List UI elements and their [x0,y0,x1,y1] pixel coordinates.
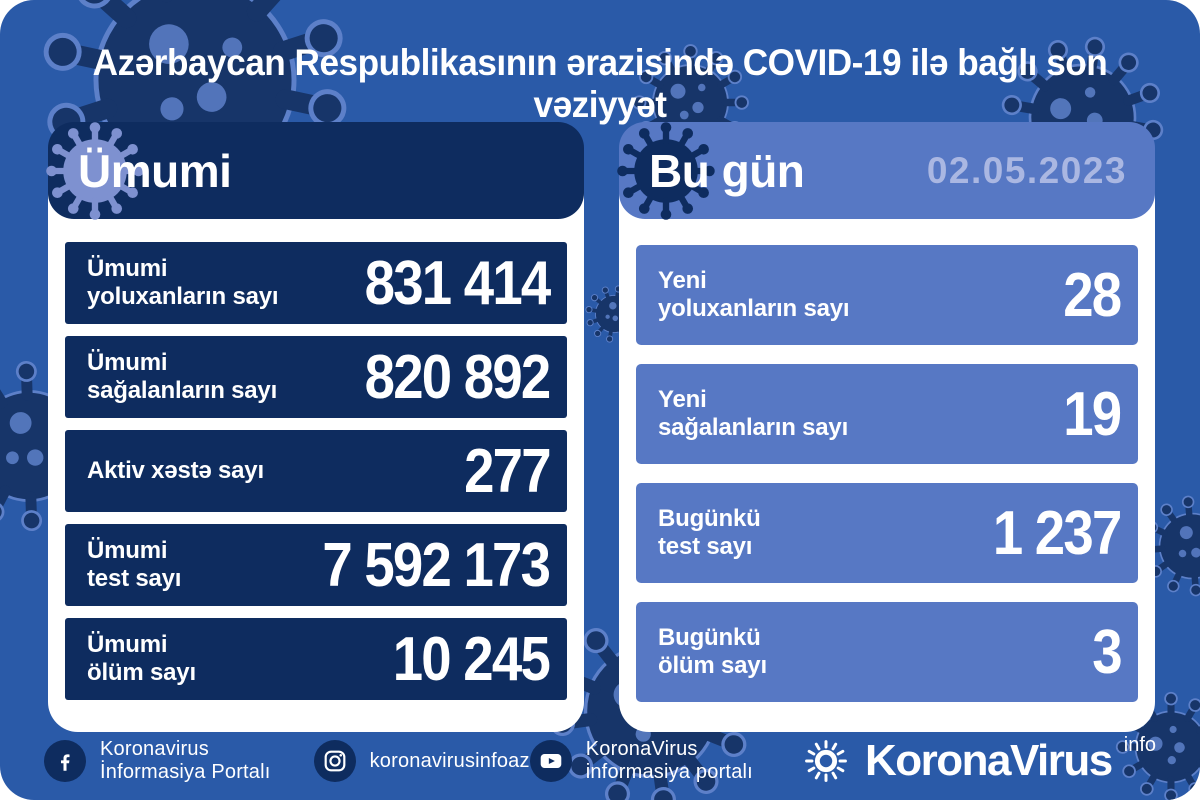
stat-row-new-recovered: Yeni sağalanların sayı 19 [636,364,1138,464]
stat-value: 820 892 [364,342,551,412]
facebook-label: Koronavirus İnformasiya Portalı [100,738,271,783]
stat-value: 28 [1063,260,1122,330]
total-rows: Ümumi yoluxanların sayı 831 414 Ümumi sa… [48,219,584,700]
logo-text: KoronaVirus [865,736,1113,785]
total-card-title: Ümumi [78,144,232,197]
total-stats-card: Ümumi Ümumi yoluxanların sayı 831 414 Üm… [48,122,584,732]
stat-row-today-tests: Bugünkü test sayı 1 237 [636,483,1138,583]
today-card-header: Bu gün 02.05.2023 [619,122,1155,219]
stat-value: 10 245 [393,624,551,694]
logo-superscript: info [1123,734,1156,756]
stat-label: Bugünkü test sayı [658,504,761,560]
facebook-link[interactable]: Koronavirus İnformasiya Portalı [44,738,314,784]
youtube-icon [529,740,572,782]
instagram-icon [313,740,356,782]
instagram-link[interactable]: koronavirusinfoaz [313,740,530,782]
stat-value: 277 [463,436,552,506]
stat-value: 3 [1091,617,1122,687]
page-title: Azərbaycan Respublikasının ərazisində CO… [92,42,1108,125]
youtube-label: KoronaVirus informasiya portalı [585,738,753,783]
total-card-header: Ümumi [48,122,584,219]
report-date: 02.05.2023 [926,149,1127,191]
today-stats-card: Bu gün 02.05.2023 Yeni yoluxanların sayı… [619,122,1155,732]
today-card-title: Bu gün [649,144,805,197]
stat-row-new-infected: Yeni yoluxanların sayı 28 [636,245,1138,345]
koronavirus-logo: KoronaVirus info [799,734,1156,788]
stats-cards: Ümumi Ümumi yoluxanların sayı 831 414 Üm… [48,122,1155,732]
youtube-link[interactable]: KoronaVirus informasiya portalı [529,738,799,784]
stat-row-today-deaths: Bugünkü ölüm sayı 3 [636,602,1138,702]
stat-label: Ümumi sağalanların sayı [87,348,278,404]
stat-label: Yeni yoluxanların sayı [658,266,850,322]
stat-label: Yeni sağalanların sayı [658,385,849,441]
stat-value: 1 237 [992,498,1122,568]
today-rows: Yeni yoluxanların sayı 28 Yeni sağalanla… [619,219,1155,702]
logo-virus-icon [799,734,853,788]
footer: Koronavirus İnformasiya Portalı koronavi… [0,730,1200,792]
stat-label: Ümumi yoluxanların sayı [87,254,279,310]
instagram-label: koronavirusinfoaz [369,749,530,772]
stat-row-active-cases: Aktiv xəstə sayı 277 [65,430,567,512]
stat-value: 7 592 173 [322,530,552,600]
stat-row-total-tests: Ümumi test sayı 7 592 173 [65,524,567,606]
stat-row-total-infected: Ümumi yoluxanların sayı 831 414 [65,242,567,324]
facebook-icon [44,740,86,782]
stat-label: Ümumi test sayı [87,536,182,592]
stat-label: Bugünkü ölüm sayı [658,623,767,679]
stat-label: Ümumi ölüm sayı [87,630,196,686]
stat-row-total-deaths: Ümumi ölüm sayı 10 245 [65,618,567,700]
stat-value: 831 414 [364,248,551,318]
stat-label: Aktiv xəstə sayı [87,456,264,484]
stat-row-total-recovered: Ümumi sağalanların sayı 820 892 [65,336,567,418]
stat-value: 19 [1063,379,1122,449]
